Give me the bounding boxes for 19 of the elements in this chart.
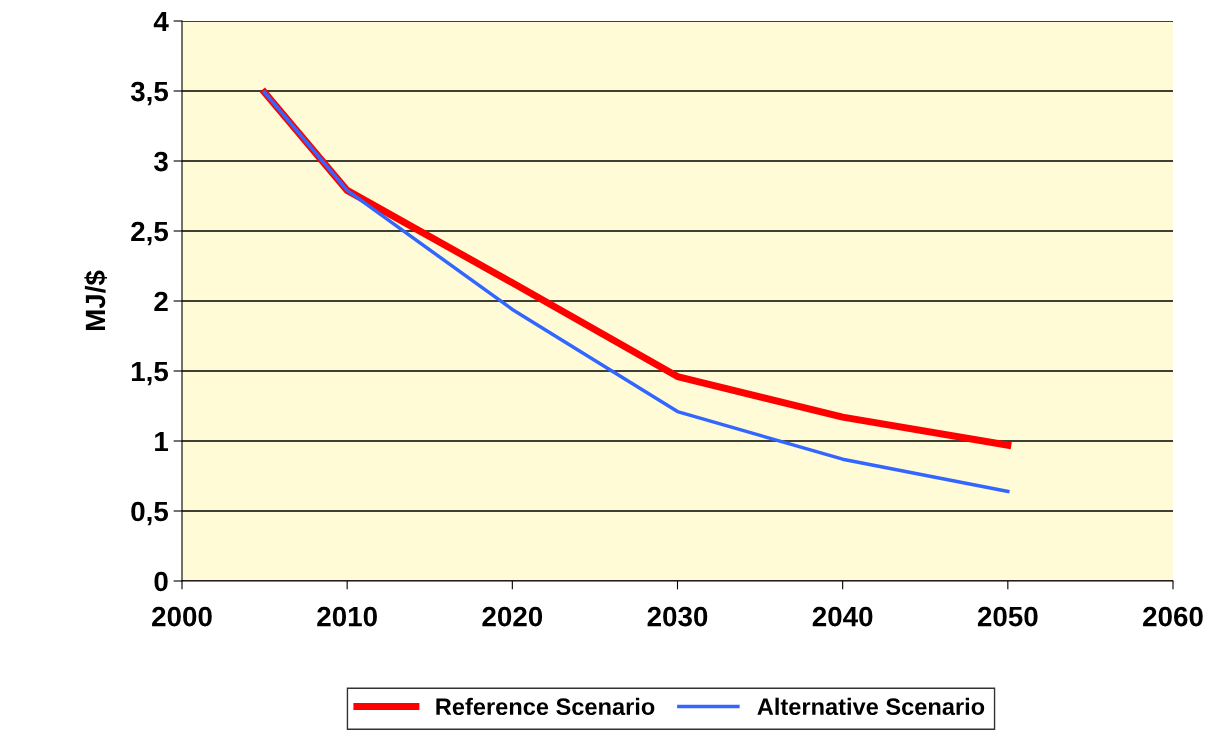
x-tick-label: 2000: [152, 606, 212, 627]
x-tick-label: 2020: [482, 606, 543, 627]
y-tick-label: 3,5: [130, 81, 169, 106]
y-tick-label: 0: [154, 571, 168, 592]
y-tick-label: 4: [153, 11, 169, 32]
x-tick-label: 2040: [812, 606, 873, 627]
y-tick-label: 1,5: [131, 361, 169, 386]
legend-label: Reference Scenario: [436, 697, 655, 716]
y-tick-label: 3: [154, 151, 168, 172]
x-tick-label: 2060: [1143, 606, 1203, 627]
legend-label: Alternative Scenario: [757, 697, 985, 716]
y-tick-label: 1: [155, 431, 169, 452]
y-tick-label: 0,5: [131, 501, 169, 526]
x-tick-label: 2010: [317, 606, 377, 627]
y-axis-title: MJ/$: [84, 270, 108, 331]
x-tick-label: 2050: [977, 606, 1038, 627]
x-tick-label: 2030: [647, 606, 708, 627]
y-tick-label: 2: [154, 291, 168, 312]
y-tick-label: 2,5: [131, 221, 169, 246]
